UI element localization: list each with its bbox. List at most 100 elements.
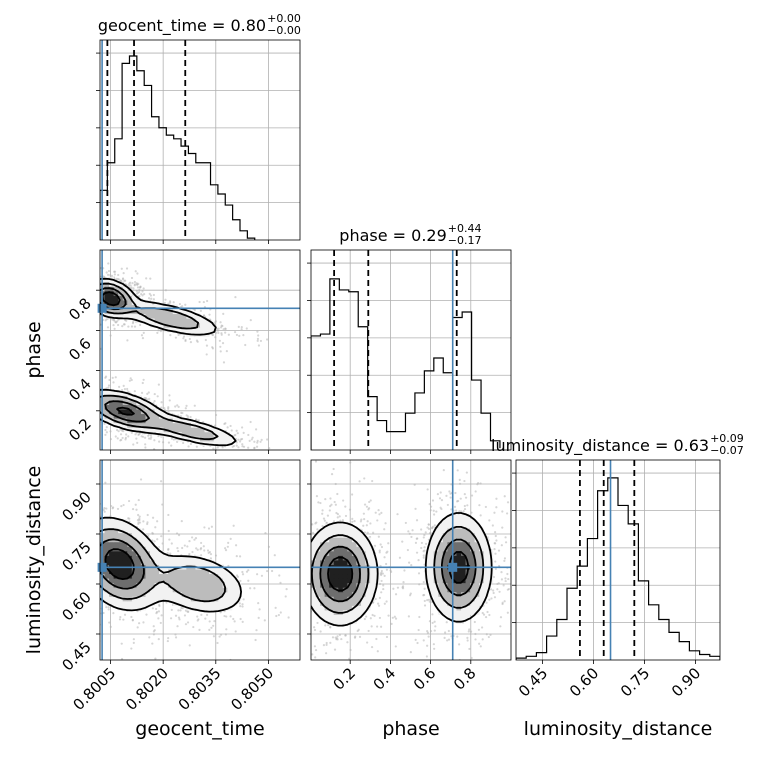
scatter-point xyxy=(153,392,156,396)
scatter-point xyxy=(170,444,173,447)
scatter-point xyxy=(169,552,172,555)
density-cell xyxy=(113,587,119,593)
scatter-point xyxy=(179,609,182,612)
scatter-point xyxy=(362,524,365,527)
scatter-point xyxy=(64,300,66,302)
scatter-point xyxy=(79,571,81,573)
density-cell xyxy=(181,596,187,602)
density-cell xyxy=(104,591,110,597)
scatter-point xyxy=(253,456,255,458)
scatter-point xyxy=(270,569,274,573)
scatter-point xyxy=(474,638,477,641)
scatter-point xyxy=(466,636,469,640)
scatter-point xyxy=(494,567,497,570)
scatter-point xyxy=(89,406,91,408)
scatter-point xyxy=(95,394,97,396)
density-cell xyxy=(127,541,133,547)
scatter-point xyxy=(143,436,147,439)
density-cell xyxy=(172,573,178,579)
scatter-point xyxy=(156,395,159,398)
scatter-point xyxy=(93,394,95,396)
scatter-point xyxy=(166,639,169,643)
scatter-point xyxy=(214,448,217,450)
scatter-point xyxy=(47,389,49,391)
scatter-point xyxy=(258,608,261,611)
density-cell xyxy=(145,304,151,310)
density-cell xyxy=(168,427,174,433)
scatter-point xyxy=(314,460,318,463)
scatter-point xyxy=(93,281,95,283)
scatter-point xyxy=(142,528,145,531)
density-cell xyxy=(104,409,110,415)
scatter-point xyxy=(394,645,397,648)
scatter-point xyxy=(507,577,510,581)
density-cell xyxy=(361,610,366,615)
scatter-point xyxy=(493,531,497,534)
scatter-point xyxy=(378,616,382,620)
scatter-point xyxy=(436,493,439,496)
scatter-point xyxy=(91,415,93,417)
scatter-point xyxy=(224,547,227,550)
scatter-point xyxy=(97,299,99,301)
scatter-point xyxy=(52,568,54,570)
scatter-point xyxy=(116,320,119,323)
density-cell xyxy=(186,578,192,584)
scatter-point xyxy=(254,638,257,642)
density-cell xyxy=(181,587,187,593)
scatter-point xyxy=(82,287,84,289)
density-cell xyxy=(209,600,215,606)
density-cell xyxy=(168,582,174,588)
density-cell xyxy=(190,436,196,442)
scatter-point xyxy=(503,557,507,560)
scatter-point xyxy=(236,432,239,435)
scatter-point xyxy=(418,615,421,619)
scatter-point xyxy=(79,287,81,289)
scatter-point xyxy=(202,545,205,548)
scatter-point xyxy=(116,323,120,327)
scatter-point xyxy=(416,641,419,645)
scatter-point xyxy=(235,444,238,447)
scatter-point xyxy=(218,635,221,638)
scatter-point xyxy=(115,277,118,280)
contour-line xyxy=(101,291,135,416)
density-cell xyxy=(218,569,224,575)
scatter-point xyxy=(313,626,316,629)
density-cell xyxy=(122,290,128,296)
density-cell xyxy=(136,582,142,588)
density-cell xyxy=(154,578,160,584)
scatter-point xyxy=(131,507,135,511)
scatter-point xyxy=(174,636,178,639)
density-cell xyxy=(168,431,174,437)
density-cell xyxy=(118,600,124,606)
density-cell xyxy=(154,418,160,424)
scatter-point xyxy=(141,381,144,385)
scatter-point xyxy=(208,628,211,631)
density-cell xyxy=(351,614,357,620)
density-cell xyxy=(109,569,115,575)
scatter-point xyxy=(45,569,47,571)
scatter-point xyxy=(376,650,379,653)
scatter-point xyxy=(116,437,119,440)
scatter-point xyxy=(59,371,61,373)
scatter-point xyxy=(80,522,82,524)
scatter-point xyxy=(240,325,243,329)
density-cell xyxy=(186,596,192,602)
density-cell xyxy=(122,541,128,547)
scatter-point xyxy=(401,585,405,588)
scatter-point xyxy=(348,508,352,511)
scatter-point xyxy=(125,433,128,436)
density-cell xyxy=(195,605,201,611)
scatter-point xyxy=(206,299,209,303)
density-cell xyxy=(168,578,174,584)
scatter-point xyxy=(274,665,276,667)
density-cell xyxy=(140,578,146,584)
density-cell xyxy=(168,327,174,333)
scatter-point xyxy=(84,293,86,295)
scatter-point xyxy=(426,599,429,602)
scatter-point xyxy=(124,436,127,440)
scatter-point xyxy=(89,290,91,292)
scatter-point xyxy=(144,446,147,449)
scatter-point xyxy=(69,284,71,286)
scatter-point xyxy=(153,629,156,632)
scatter-point xyxy=(224,327,227,331)
